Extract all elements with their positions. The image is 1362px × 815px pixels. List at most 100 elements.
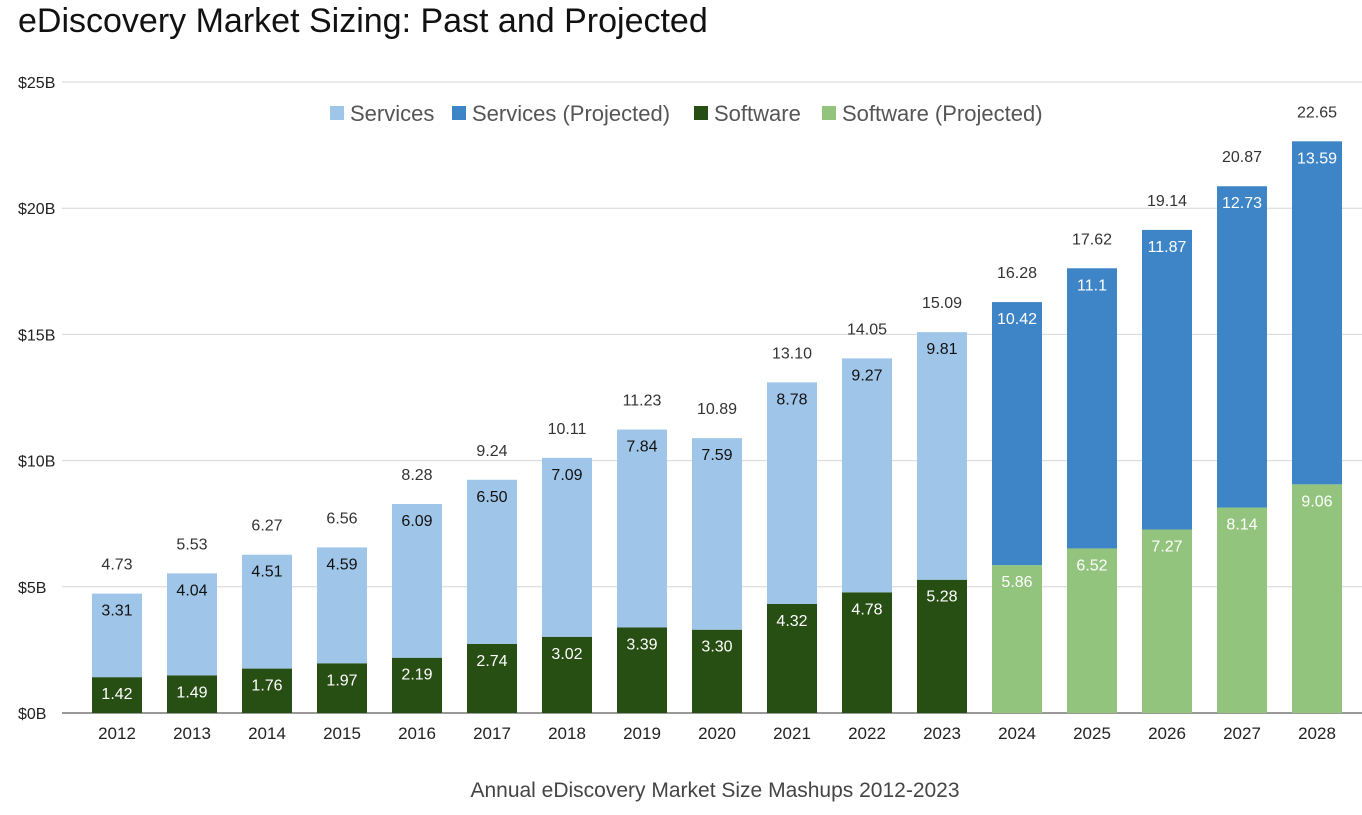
bar-segment [542, 457, 592, 637]
data-label: 9.81 [926, 341, 957, 358]
bar-segment [767, 603, 817, 713]
data-label: 5.86 [1001, 574, 1032, 591]
x-tick-label: 2018 [548, 724, 586, 743]
total-label: 6.27 [251, 518, 282, 535]
total-label: 14.05 [847, 321, 887, 338]
data-label: 10.42 [997, 311, 1037, 328]
x-tick-label: 2014 [248, 724, 286, 743]
data-label: 11.1 [1077, 277, 1107, 294]
bar-segment [1292, 484, 1342, 713]
data-label: 5.28 [926, 589, 957, 606]
data-label: 4.51 [251, 564, 282, 581]
bar-segment [692, 629, 742, 713]
data-label: 3.31 [101, 603, 132, 620]
data-label: 11.87 [1148, 239, 1187, 256]
total-label: 5.53 [176, 536, 207, 553]
x-tick-label: 2013 [173, 724, 211, 743]
data-label: 4.32 [776, 613, 807, 630]
legend-label: Services (Projected) [472, 101, 670, 126]
data-label: 6.50 [476, 489, 507, 506]
data-label: 7.09 [551, 467, 582, 484]
x-tick-label: 2021 [773, 724, 811, 743]
legend-swatch [452, 106, 466, 120]
data-label: 4.04 [176, 582, 207, 599]
bar-segment [167, 573, 217, 676]
bar-segment [317, 663, 367, 713]
total-label: 6.56 [326, 510, 357, 527]
x-tick-label: 2023 [923, 724, 961, 743]
data-label: 7.27 [1151, 539, 1182, 556]
x-tick-label: 2024 [998, 724, 1036, 743]
bar-segment [617, 627, 667, 713]
chart-title: eDiscovery Market Sizing: Past and Proje… [18, 2, 708, 40]
data-label: 4.59 [326, 556, 357, 573]
data-label: 1.49 [176, 684, 207, 701]
y-tick-label: $20B [18, 201, 55, 218]
bar-segment [1067, 268, 1117, 549]
bar-segment [617, 429, 667, 628]
bar-segment [1067, 548, 1117, 713]
x-tick-label: 2026 [1148, 724, 1186, 743]
bar-segment [842, 358, 892, 593]
total-label: 15.09 [922, 295, 962, 312]
x-tick-label: 2025 [1073, 724, 1111, 743]
bar-segment [1292, 141, 1342, 485]
bar-segment [917, 579, 967, 713]
bar-segment [167, 675, 217, 713]
bar-segment [842, 592, 892, 713]
bar-segment [917, 332, 967, 580]
data-label: 3.39 [626, 636, 657, 653]
bar-segment [467, 643, 517, 713]
x-tick-label: 2019 [623, 724, 661, 743]
total-label: 10.89 [697, 401, 737, 418]
total-label: 20.87 [1222, 149, 1262, 166]
data-label: 8.14 [1226, 517, 1257, 534]
x-tick-label: 2022 [848, 724, 886, 743]
data-label: 4.78 [851, 601, 882, 618]
bar-segment [392, 504, 442, 658]
x-tick-label: 2015 [323, 724, 361, 743]
legend-swatch [822, 106, 836, 120]
y-tick-label: $15B [18, 327, 55, 344]
data-label: 3.30 [701, 639, 732, 656]
data-label: 13.59 [1297, 150, 1337, 167]
data-label: 7.84 [626, 439, 657, 456]
data-label: 12.73 [1222, 195, 1262, 212]
data-label: 6.09 [401, 513, 432, 530]
total-label: 9.24 [476, 443, 507, 460]
total-label: 4.73 [101, 557, 132, 574]
data-label: 7.59 [701, 447, 732, 464]
x-tick-label: 2020 [698, 724, 736, 743]
total-label: 16.28 [997, 265, 1037, 282]
total-label: 17.62 [1072, 231, 1112, 248]
y-tick-label: $25B [18, 75, 55, 92]
bar-segment [92, 593, 142, 678]
total-label: 13.10 [772, 345, 812, 362]
bar-segment [467, 479, 517, 644]
x-tick-label: 2012 [98, 724, 136, 743]
total-label: 22.65 [1297, 104, 1337, 121]
bar-segment [392, 657, 442, 713]
x-tick-label: 2027 [1223, 724, 1261, 743]
total-label: 10.11 [548, 421, 587, 438]
data-label: 3.02 [551, 646, 582, 663]
total-label: 11.23 [623, 393, 662, 410]
x-tick-label: 2016 [398, 724, 436, 743]
total-label: 19.14 [1147, 193, 1187, 210]
total-label: 8.28 [401, 467, 432, 484]
data-label: 1.97 [326, 672, 357, 689]
x-tick-label: 2028 [1298, 724, 1336, 743]
bar-segment [1217, 186, 1267, 508]
data-label: 9.27 [851, 367, 882, 384]
bar-segment [1217, 507, 1267, 713]
bar-segment [767, 382, 817, 604]
bar-segment [1142, 229, 1192, 530]
data-label: 2.74 [476, 653, 507, 670]
data-label: 9.06 [1301, 493, 1332, 510]
x-axis-title: Annual eDiscovery Market Size Mashups 20… [470, 779, 959, 802]
bar-segment [317, 547, 367, 664]
legend-swatch [694, 106, 708, 120]
legend-label: Software (Projected) [842, 101, 1043, 126]
y-tick-label: $5B [18, 580, 46, 597]
